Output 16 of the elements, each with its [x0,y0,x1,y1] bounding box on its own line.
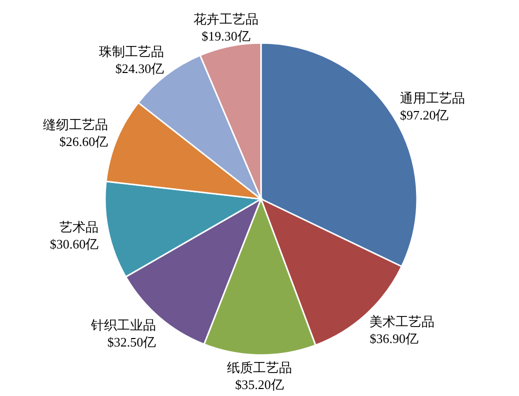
slice-label: 纸质工艺品 [227,360,292,376]
data-label: $19.30亿 [202,28,250,44]
slice-label: 美术工艺品 [370,314,435,330]
slice-label: 珠制工艺品 [99,45,164,60]
data-label: $32.50亿 [107,334,156,350]
data-label: $35.20亿 [235,376,284,392]
slice-label: 通用工艺品 [400,91,465,106]
slice-label: 缝纫工艺品 [43,118,108,134]
slice-label: 花卉工艺品 [193,12,258,28]
data-label: $97.20亿 [400,107,449,122]
data-label: $24.30亿 [115,61,164,76]
data-label: $26.60亿 [59,134,108,150]
slice-label: 针织工业品 [90,318,156,334]
data-label: $36.90亿 [370,330,418,346]
data-label: $30.60亿 [50,236,99,252]
slice-label: 艺术品 [60,220,99,236]
